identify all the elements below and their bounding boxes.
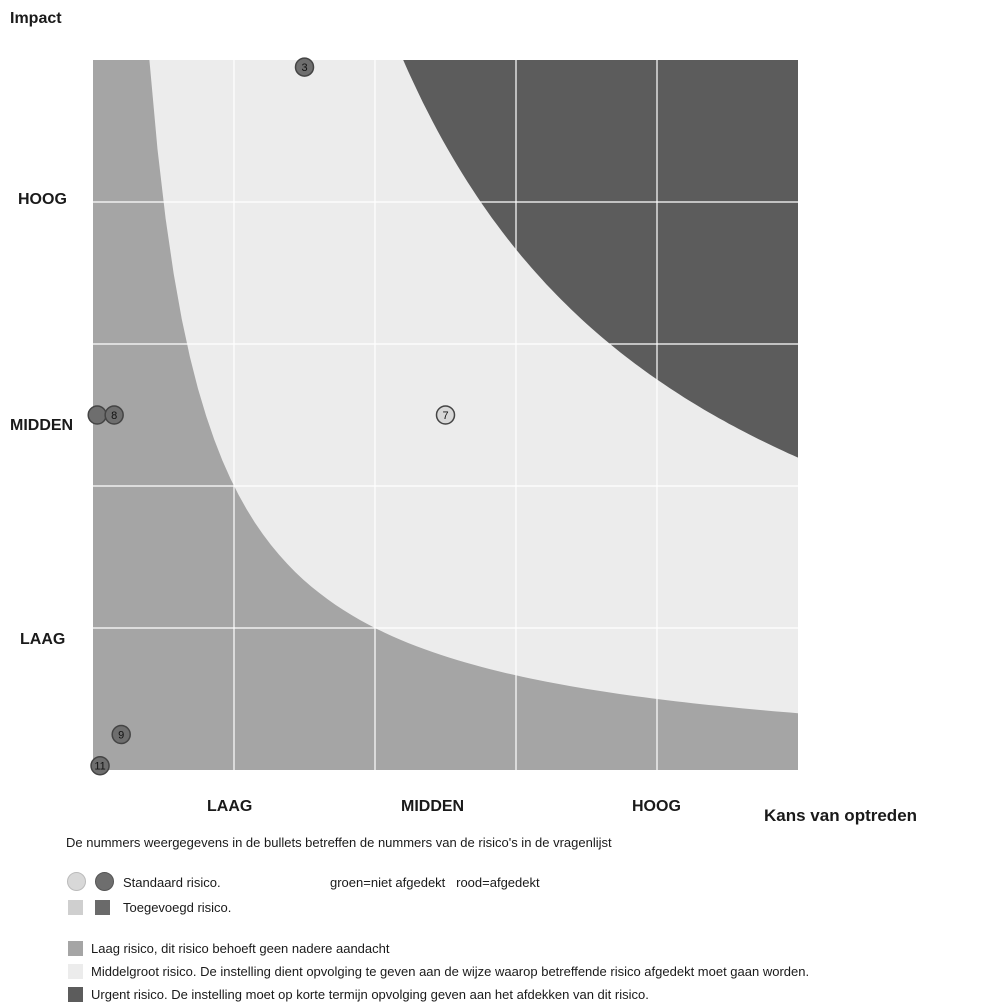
y-tick-laag: LAAG: [20, 631, 66, 648]
risk-point-bullet: [87, 405, 107, 425]
bullets-note: De nummers weergegevens in de bullets be…: [66, 835, 612, 850]
legend-laag-label: Laag risico, dit risico behoeft geen nad…: [91, 941, 390, 956]
y-axis-title: Impact: [10, 10, 62, 27]
risk-point-label: 3: [301, 62, 307, 74]
legend-kleur-label: groen=niet afgedekt rood=afgedekt: [330, 875, 540, 890]
risk-point-bullet: [111, 724, 131, 745]
legend-middel-label: Middelgroot risico. De instelling dient …: [91, 964, 810, 979]
zone-urgent-risico: [403, 60, 798, 458]
legend-standaard-light-dot: [67, 872, 86, 891]
risk-point-11: 11: [90, 755, 110, 776]
legend-laag-swatch: [68, 941, 83, 956]
y-tick-midden: MIDDEN: [10, 417, 74, 434]
legend-middel-swatch: [68, 964, 83, 979]
risk-point-label: 8: [111, 410, 117, 422]
x-axis-title: Kans van optreden: [764, 806, 918, 825]
legend-urgent-label: Urgent risico. De instelling moet op kor…: [91, 987, 649, 1002]
x-tick-laag: LAAG: [207, 798, 253, 815]
risk-point-3: 3: [294, 57, 315, 77]
x-tick-hoog: HOOG: [632, 798, 681, 815]
legend-standaard-dark-dot: [95, 872, 114, 891]
risk-point-9: 9: [111, 724, 131, 745]
risk-point-8: 8: [104, 405, 124, 425]
legend-toegevoegd-dark-swatch: [95, 900, 110, 915]
risk-point-label: 7: [442, 410, 448, 422]
risk-matrix-chart: 3 8 7 9 11: [87, 57, 798, 776]
risk-point-bullet: [90, 755, 110, 776]
risk-point-label: 11: [94, 761, 105, 773]
legend-urgent-swatch: [68, 987, 83, 1002]
risk-point-bullet: [435, 405, 456, 425]
legend-standaard-label: Standaard risico.: [123, 875, 221, 890]
risk-point-bullet: [104, 405, 124, 425]
risk-point-bullet: [294, 57, 315, 77]
risk-point-7: 7: [435, 405, 456, 425]
risk-point-label: 9: [118, 730, 124, 742]
legend-toegevoegd-light-swatch: [68, 900, 83, 915]
y-tick-hoog: HOOG: [18, 191, 67, 208]
legend-toegevoegd-label: Toegevoegd risico.: [123, 900, 232, 915]
risk-point-unlabeled-1: [87, 405, 107, 425]
x-tick-midden: MIDDEN: [401, 798, 465, 815]
